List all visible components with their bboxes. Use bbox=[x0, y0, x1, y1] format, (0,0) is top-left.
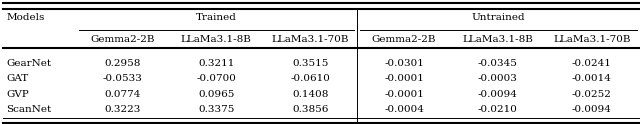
Text: -0.0003: -0.0003 bbox=[478, 74, 518, 83]
Text: LLaMa3.1-8B: LLaMa3.1-8B bbox=[181, 35, 252, 44]
Text: -0.0610: -0.0610 bbox=[291, 74, 330, 83]
Text: -0.0001: -0.0001 bbox=[384, 90, 424, 99]
Text: 0.3515: 0.3515 bbox=[292, 59, 328, 68]
Text: Models: Models bbox=[6, 14, 45, 22]
Text: Gemma2-2B: Gemma2-2B bbox=[372, 35, 436, 44]
Text: Gemma2-2B: Gemma2-2B bbox=[90, 35, 155, 44]
Text: -0.0345: -0.0345 bbox=[478, 59, 518, 68]
Text: -0.0301: -0.0301 bbox=[384, 59, 424, 68]
Text: LLaMa3.1-8B: LLaMa3.1-8B bbox=[463, 35, 533, 44]
Text: 0.3856: 0.3856 bbox=[292, 105, 328, 114]
Text: 0.0965: 0.0965 bbox=[198, 90, 234, 99]
Text: GVP: GVP bbox=[6, 90, 29, 99]
Text: LLaMa3.1-70B: LLaMa3.1-70B bbox=[271, 35, 349, 44]
Text: -0.0700: -0.0700 bbox=[196, 74, 236, 83]
Text: -0.0252: -0.0252 bbox=[572, 90, 612, 99]
Text: -0.0014: -0.0014 bbox=[572, 74, 612, 83]
Text: GearNet: GearNet bbox=[6, 59, 52, 68]
Text: -0.0533: -0.0533 bbox=[102, 74, 142, 83]
Text: -0.0241: -0.0241 bbox=[572, 59, 612, 68]
Text: -0.0001: -0.0001 bbox=[384, 74, 424, 83]
Text: 0.1408: 0.1408 bbox=[292, 90, 328, 99]
Text: 0.3223: 0.3223 bbox=[104, 105, 141, 114]
Text: Untrained: Untrained bbox=[471, 14, 525, 22]
Text: 0.3211: 0.3211 bbox=[198, 59, 234, 68]
Text: 0.3375: 0.3375 bbox=[198, 105, 234, 114]
Text: -0.0094: -0.0094 bbox=[478, 90, 518, 99]
Text: GAT: GAT bbox=[6, 74, 29, 83]
Text: 0.2958: 0.2958 bbox=[104, 59, 141, 68]
Text: ScanNet: ScanNet bbox=[6, 105, 52, 114]
Text: 0.0774: 0.0774 bbox=[104, 90, 141, 99]
Text: Trained: Trained bbox=[196, 14, 237, 22]
Text: -0.0210: -0.0210 bbox=[478, 105, 518, 114]
Text: -0.0004: -0.0004 bbox=[384, 105, 424, 114]
Text: -0.0094: -0.0094 bbox=[572, 105, 612, 114]
Text: LLaMa3.1-70B: LLaMa3.1-70B bbox=[553, 35, 630, 44]
